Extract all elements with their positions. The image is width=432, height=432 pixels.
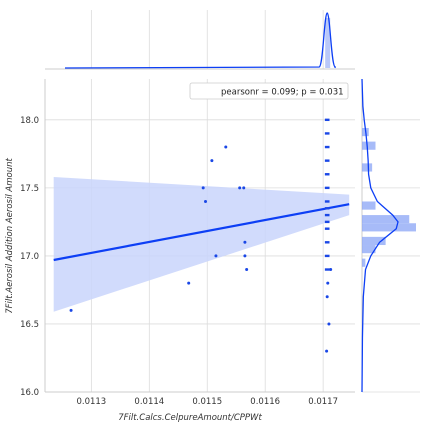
- scatter-point: [224, 145, 228, 149]
- scatter-point-cluster: [324, 254, 330, 258]
- marginal-y-bar: [362, 236, 386, 246]
- x-tick-label: 0.0114: [134, 397, 164, 407]
- marginal-y-kde-line: [361, 78, 399, 393]
- scatter-points: [69, 118, 333, 353]
- confidence-band-group: [53, 176, 350, 312]
- y-tick-label: 17.5: [20, 184, 39, 194]
- x-tick-label: 0.0113: [76, 397, 106, 407]
- scatter-point: [69, 308, 73, 312]
- marginal-x-bar: [325, 18, 331, 68]
- scatter-point: [201, 186, 205, 190]
- marginal-x-kde-line: [64, 12, 336, 69]
- scatter-point: [325, 349, 329, 353]
- scatter-point: [242, 186, 246, 190]
- scatter-point-cluster: [324, 132, 330, 135]
- scatter-point-cluster: [324, 227, 330, 230]
- scatter-point-cluster: [324, 241, 330, 244]
- scatter-point-cluster: [324, 118, 330, 122]
- marginal-y-bar: [362, 163, 373, 172]
- scatter-point: [210, 159, 214, 163]
- marginal-y-histogram: [361, 78, 416, 393]
- legend-box: [189, 82, 349, 100]
- marginal-y-bar: [362, 245, 376, 254]
- scatter-point: [204, 199, 208, 203]
- scatter-point: [327, 322, 331, 326]
- scatter-point: [243, 254, 247, 258]
- scatter-point: [325, 295, 329, 299]
- confidence-band: [53, 176, 350, 312]
- scatter-point-cluster: [324, 220, 330, 224]
- y-tick-label: 16.0: [20, 388, 39, 398]
- marginal-y-bar: [362, 223, 416, 232]
- scatter-point: [245, 268, 249, 272]
- scatter-point: [329, 268, 333, 272]
- x-tick-label: 0.0117: [308, 397, 338, 407]
- scatter-point: [187, 281, 191, 285]
- tick-labels: 0.0113 0.0114 0.0115 0.0116 0.0117 16.0 16.5 17…: [20, 116, 338, 407]
- regression-line: [53, 203, 350, 262]
- x-axis-label: 7Filt.Calcs.CelpureAmount/CPPWt: [118, 413, 262, 423]
- scatter-point-cluster: [324, 200, 330, 203]
- y-axis-label: 7Filt.Aerosil Addition Aerosil Amount: [5, 158, 15, 314]
- marginal-y-bar: [362, 141, 376, 150]
- y-tick-label: 17.0: [20, 252, 39, 262]
- x-tick-label: 0.0115: [192, 397, 222, 407]
- scatter-point-cluster: [324, 186, 330, 190]
- marginal-y-bar: [362, 201, 376, 210]
- scatter-point-cluster: [324, 213, 330, 217]
- legend: pearsonr = 0.099; p = 0.031: [189, 82, 349, 100]
- scatter-point-cluster: [324, 159, 330, 162]
- x-tick-label: 0.0116: [250, 397, 280, 407]
- scatter-point: [238, 186, 242, 190]
- scatter-point-cluster: [324, 207, 330, 210]
- marginal-y-bar: [362, 215, 410, 224]
- scatter-point-cluster: [324, 268, 330, 271]
- scatter-point: [326, 281, 330, 285]
- y-tick-label: 16.5: [20, 320, 39, 330]
- scatter-point: [243, 240, 247, 244]
- y-tick-label: 18.0: [20, 116, 39, 126]
- scatter-point: [214, 254, 218, 258]
- scatter-point-cluster: [324, 145, 330, 149]
- scatter-point-cluster: [324, 173, 330, 176]
- marginal-y-bar: [362, 258, 366, 267]
- marginal-x-kde: [64, 12, 336, 69]
- regression-line-group: [53, 203, 350, 262]
- legend-text: pearsonr = 0.099; p = 0.031: [221, 88, 344, 98]
